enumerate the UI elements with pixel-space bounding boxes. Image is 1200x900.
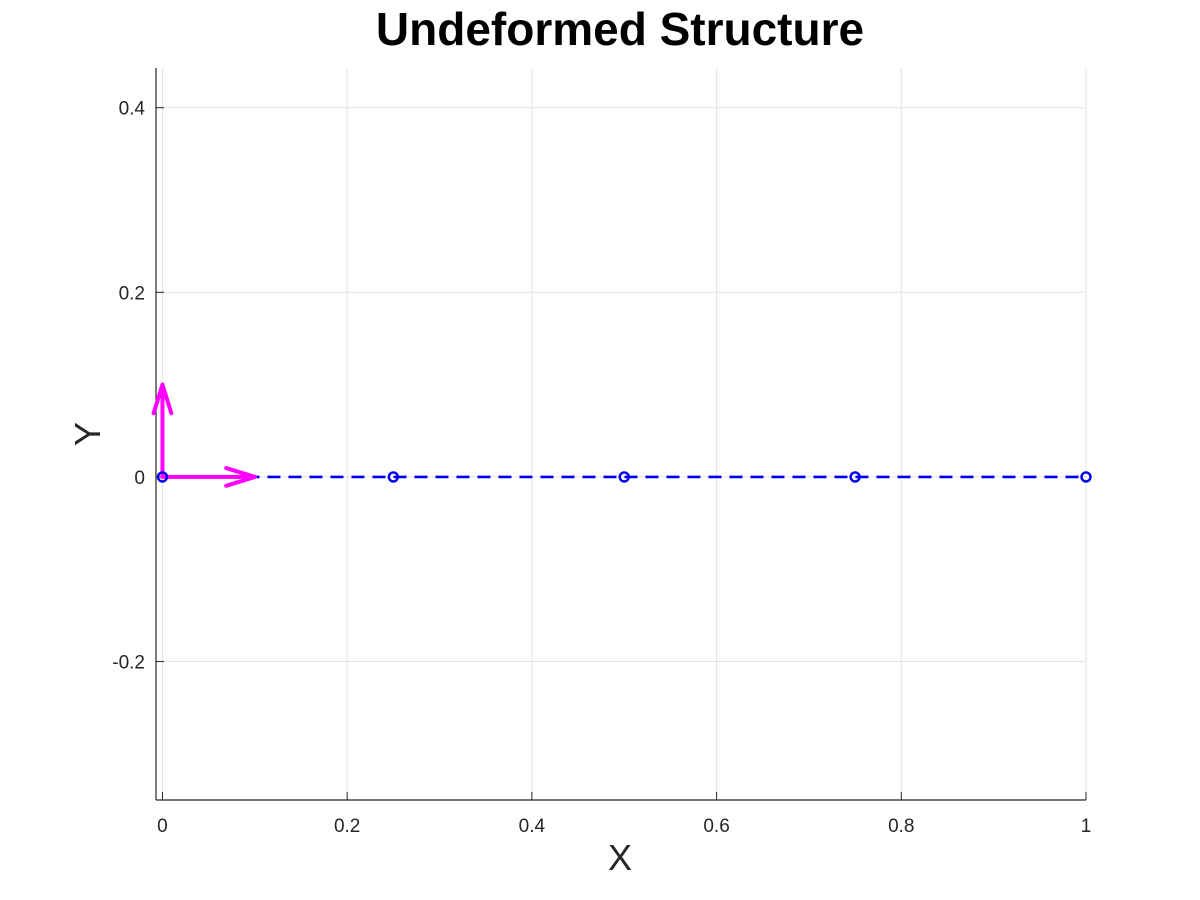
plot-area: 0 0.2 0.4 0.6 0.8 1 -0.2 0 0.2 0.4 (112, 68, 1092, 837)
x-tick-label: 0.8 (888, 816, 914, 837)
y-tick-label: 0 (134, 468, 145, 489)
node-marker (849, 471, 861, 483)
force-arrow-head (224, 466, 257, 488)
force-arrow (160, 466, 257, 488)
node-marker (156, 471, 169, 483)
y-tick-label: -0.2 (112, 653, 145, 674)
y-tick-label: 0.4 (119, 99, 146, 120)
node-marker (618, 471, 630, 483)
x-tick-label: 1 (1081, 816, 1092, 837)
force-arrow-head (151, 382, 174, 416)
x-tick-label: 0 (157, 816, 168, 837)
force-arrow (151, 382, 174, 479)
x-tick-label: 0.4 (519, 816, 546, 837)
node-marker (387, 471, 400, 483)
x-tick-label: 0.6 (703, 816, 729, 837)
x-tick-label: 0.2 (334, 816, 360, 837)
node-marker (1080, 471, 1092, 483)
y-axis-label: Y (67, 422, 108, 446)
chart-title: Undeformed Structure (376, 3, 864, 55)
x-axis-label: X (608, 837, 632, 878)
y-tick-label: 0.2 (119, 283, 145, 304)
